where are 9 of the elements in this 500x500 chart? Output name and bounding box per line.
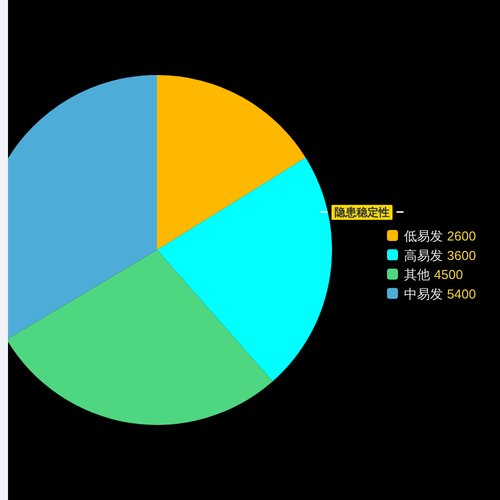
legend-label: 高易发 <box>404 248 443 263</box>
legend-label: 其他 <box>404 267 430 282</box>
data-label: 5400 <box>447 286 476 302</box>
text: 隐患稳定性 <box>334 206 390 219</box>
data-label: 4500 <box>434 267 463 282</box>
data-label: 2600 <box>447 228 476 244</box>
legend-label: 低易发 <box>404 228 443 244</box>
legend-label: 中易发 <box>404 286 443 302</box>
data-label: 3600 <box>447 248 476 263</box>
